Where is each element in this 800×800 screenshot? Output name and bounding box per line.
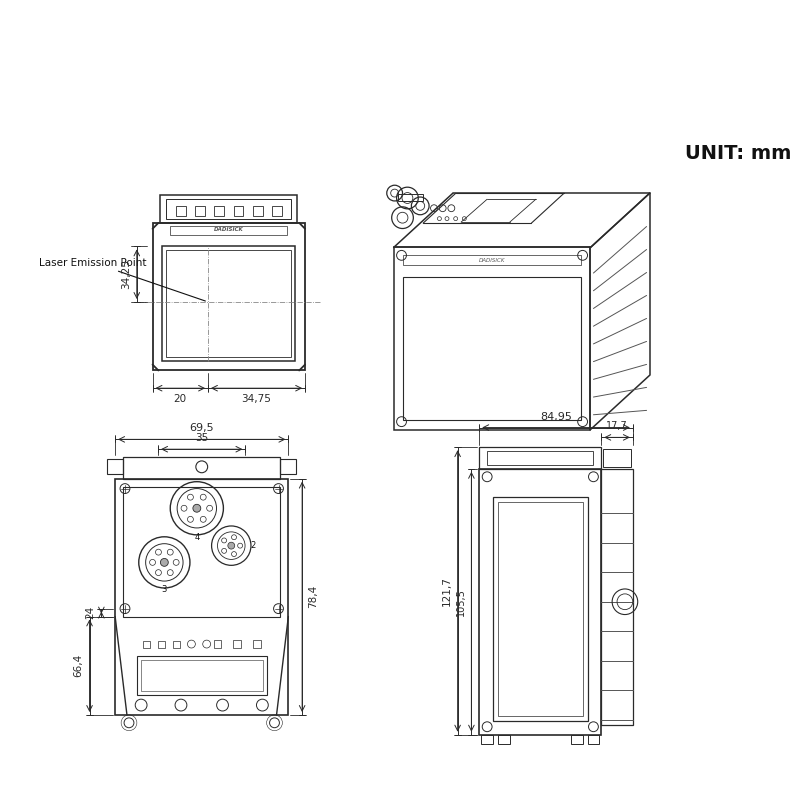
Bar <box>174 641 180 648</box>
Text: 20: 20 <box>174 394 187 404</box>
Text: 4: 4 <box>194 534 199 542</box>
Bar <box>498 734 510 745</box>
Bar <box>142 641 150 648</box>
Bar <box>166 250 291 357</box>
Text: 17,7: 17,7 <box>606 422 628 431</box>
Bar <box>166 199 291 219</box>
Bar <box>107 458 123 474</box>
Bar <box>141 660 262 691</box>
Text: 84,95: 84,95 <box>540 412 572 422</box>
Text: 34,25: 34,25 <box>121 259 131 289</box>
Text: DADISICK: DADISICK <box>479 258 506 262</box>
Bar <box>234 640 241 648</box>
Bar <box>137 656 266 695</box>
Text: 105,5: 105,5 <box>455 588 466 616</box>
Bar <box>162 246 295 361</box>
Text: 69,5: 69,5 <box>190 423 214 434</box>
Bar <box>153 223 305 370</box>
Bar <box>482 734 493 745</box>
Text: 2: 2 <box>250 541 255 550</box>
Bar <box>214 640 222 648</box>
Bar <box>234 206 243 216</box>
Bar <box>398 194 423 202</box>
Circle shape <box>161 558 168 566</box>
Bar <box>571 734 582 745</box>
Text: 66,4: 66,4 <box>74 654 84 678</box>
Bar <box>123 457 281 478</box>
Text: UNIT: mm: UNIT: mm <box>685 145 791 163</box>
Bar <box>214 206 224 216</box>
Bar <box>115 478 288 715</box>
Bar <box>403 255 581 265</box>
Circle shape <box>228 542 234 549</box>
Bar <box>487 451 594 465</box>
Bar <box>123 486 281 617</box>
Text: 24: 24 <box>86 606 95 619</box>
Bar <box>603 450 631 467</box>
Bar <box>587 734 599 745</box>
Bar <box>161 195 298 223</box>
Bar <box>602 469 633 725</box>
Bar <box>253 206 262 216</box>
Text: 3: 3 <box>162 586 167 594</box>
Bar <box>158 641 165 648</box>
Bar <box>176 206 186 216</box>
Text: DADISICK: DADISICK <box>214 227 244 232</box>
Bar <box>493 498 587 721</box>
Text: 35: 35 <box>195 434 208 443</box>
Bar <box>498 502 582 716</box>
Bar <box>479 469 602 734</box>
Text: 121,7: 121,7 <box>442 576 452 606</box>
Text: 78,4: 78,4 <box>308 586 318 609</box>
Bar <box>403 277 581 420</box>
Text: Laser Emission Point: Laser Emission Point <box>39 258 206 301</box>
Bar <box>272 206 282 216</box>
Bar <box>394 247 590 430</box>
Circle shape <box>193 504 201 512</box>
Bar <box>170 226 287 234</box>
Bar <box>479 447 602 469</box>
Bar <box>281 458 296 474</box>
Bar <box>195 206 205 216</box>
Text: 34,75: 34,75 <box>242 394 271 404</box>
Bar <box>253 640 261 648</box>
